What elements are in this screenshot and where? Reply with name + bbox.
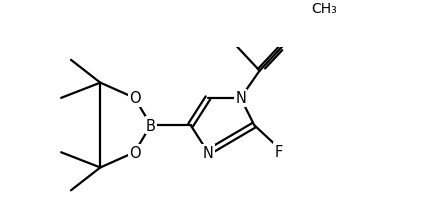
Text: N: N [203, 145, 213, 160]
Text: F: F [275, 144, 283, 159]
Text: B: B [146, 118, 156, 133]
Text: O: O [129, 91, 140, 106]
Text: CH₃: CH₃ [311, 2, 336, 16]
Text: N: N [235, 91, 246, 106]
Text: O: O [129, 145, 140, 160]
